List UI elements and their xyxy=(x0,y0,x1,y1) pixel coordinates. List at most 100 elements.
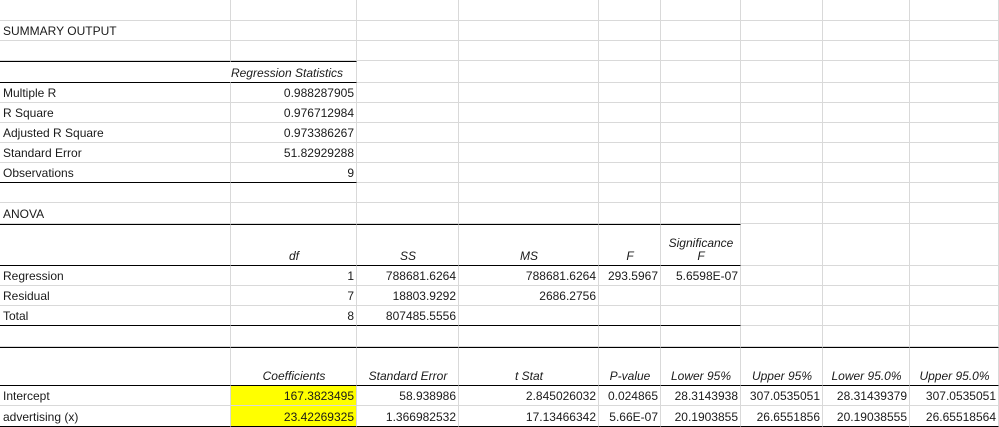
anova-f[interactable]: 293.5967 xyxy=(599,266,661,286)
lower-95-value[interactable]: 28.3143938 xyxy=(661,386,741,406)
anova-ms[interactable] xyxy=(459,306,599,326)
lower-95-0-value[interactable]: 28.31439379 xyxy=(823,386,910,406)
cell[interactable] xyxy=(823,61,910,83)
cell[interactable] xyxy=(661,326,741,347)
cell[interactable] xyxy=(910,224,999,266)
cell[interactable] xyxy=(910,326,999,347)
anova-row-label[interactable]: Regression xyxy=(0,266,231,286)
cell[interactable] xyxy=(459,326,599,347)
cell[interactable] xyxy=(741,83,823,103)
anova-title[interactable]: ANOVA xyxy=(0,203,231,224)
cell[interactable] xyxy=(823,41,910,61)
cell[interactable] xyxy=(661,41,741,61)
cell[interactable] xyxy=(599,21,661,41)
anova-ss[interactable]: 18803.9292 xyxy=(357,286,459,306)
cell[interactable] xyxy=(741,286,823,306)
cell[interactable] xyxy=(823,183,910,203)
cell[interactable] xyxy=(459,61,599,83)
anova-header-significance[interactable]: Significance F xyxy=(661,224,741,266)
cell[interactable] xyxy=(599,61,661,83)
cell[interactable] xyxy=(357,123,459,143)
cell[interactable] xyxy=(459,0,599,21)
cell[interactable] xyxy=(910,123,999,143)
cell[interactable] xyxy=(823,143,910,163)
cell[interactable] xyxy=(599,203,661,224)
cell[interactable] xyxy=(661,61,741,83)
cell[interactable] xyxy=(231,61,357,83)
anova-df[interactable]: 8 xyxy=(231,306,357,326)
cell[interactable] xyxy=(661,163,741,183)
cell[interactable] xyxy=(910,83,999,103)
cell[interactable] xyxy=(357,203,459,224)
cell[interactable] xyxy=(741,326,823,347)
cell[interactable] xyxy=(741,61,823,83)
t-stat-value[interactable]: 17.13466342 xyxy=(459,406,599,427)
cell[interactable] xyxy=(459,203,599,224)
cell[interactable] xyxy=(0,41,231,61)
cell[interactable] xyxy=(910,266,999,286)
cell[interactable] xyxy=(741,0,823,21)
cell[interactable] xyxy=(459,83,599,103)
stat-label[interactable]: Adjusted R Square xyxy=(0,123,231,143)
cell[interactable] xyxy=(231,0,357,21)
stat-label[interactable]: Multiple R xyxy=(0,83,231,103)
cell[interactable] xyxy=(661,143,741,163)
cell[interactable] xyxy=(661,123,741,143)
coefficient-row-label[interactable]: advertising (x) xyxy=(0,406,231,427)
cell[interactable] xyxy=(459,123,599,143)
cell[interactable] xyxy=(357,21,459,41)
cell[interactable] xyxy=(741,41,823,61)
stat-label[interactable]: Standard Error xyxy=(0,143,231,163)
anova-ms[interactable]: 2686.2756 xyxy=(459,286,599,306)
cell[interactable] xyxy=(599,326,661,347)
cell[interactable] xyxy=(910,203,999,224)
cell[interactable] xyxy=(823,123,910,143)
cell[interactable] xyxy=(599,123,661,143)
cell[interactable] xyxy=(459,21,599,41)
cell[interactable] xyxy=(741,143,823,163)
anova-row-label[interactable]: Total xyxy=(0,306,231,326)
cell[interactable] xyxy=(823,306,910,326)
cell[interactable] xyxy=(357,326,459,347)
cell[interactable] xyxy=(823,21,910,41)
coefficient-value[interactable]: 167.3823495 xyxy=(231,386,357,406)
cell[interactable] xyxy=(459,103,599,123)
cell[interactable] xyxy=(661,183,741,203)
anova-header-ms[interactable]: MS xyxy=(459,224,599,266)
cell[interactable] xyxy=(823,286,910,306)
upper-95-0-value[interactable]: 307.0535051 xyxy=(910,386,999,406)
cell[interactable] xyxy=(599,163,661,183)
p-value[interactable]: 0.024865 xyxy=(599,386,661,406)
cell[interactable] xyxy=(0,326,231,347)
cell[interactable] xyxy=(0,183,231,203)
cell[interactable] xyxy=(661,21,741,41)
header-p-value[interactable]: P-value xyxy=(599,347,661,386)
cell[interactable] xyxy=(741,183,823,203)
p-value[interactable]: 5.66E-07 xyxy=(599,406,661,427)
cell[interactable] xyxy=(231,203,357,224)
cell[interactable] xyxy=(823,0,910,21)
cell[interactable] xyxy=(910,163,999,183)
cell[interactable] xyxy=(599,183,661,203)
cell[interactable] xyxy=(357,83,459,103)
cell[interactable] xyxy=(910,143,999,163)
cell[interactable] xyxy=(741,163,823,183)
anova-header-df[interactable]: df xyxy=(231,224,357,266)
cell[interactable] xyxy=(0,0,231,21)
cell[interactable] xyxy=(0,224,231,266)
cell[interactable] xyxy=(823,266,910,286)
cell[interactable] xyxy=(741,306,823,326)
stat-label[interactable]: Observations xyxy=(0,163,231,183)
upper-95-0-value[interactable]: 26.65518564 xyxy=(910,406,999,427)
cell[interactable] xyxy=(823,103,910,123)
cell[interactable] xyxy=(357,0,459,21)
anova-significance[interactable]: 5.6598E-07 xyxy=(661,266,741,286)
cell[interactable] xyxy=(357,103,459,123)
cell[interactable] xyxy=(823,203,910,224)
stat-value[interactable]: 0.988287905 xyxy=(231,83,357,103)
anova-header-f[interactable]: F xyxy=(599,224,661,266)
cell[interactable] xyxy=(910,286,999,306)
cell[interactable] xyxy=(910,21,999,41)
cell[interactable] xyxy=(741,21,823,41)
anova-ms[interactable]: 788681.6264 xyxy=(459,266,599,286)
